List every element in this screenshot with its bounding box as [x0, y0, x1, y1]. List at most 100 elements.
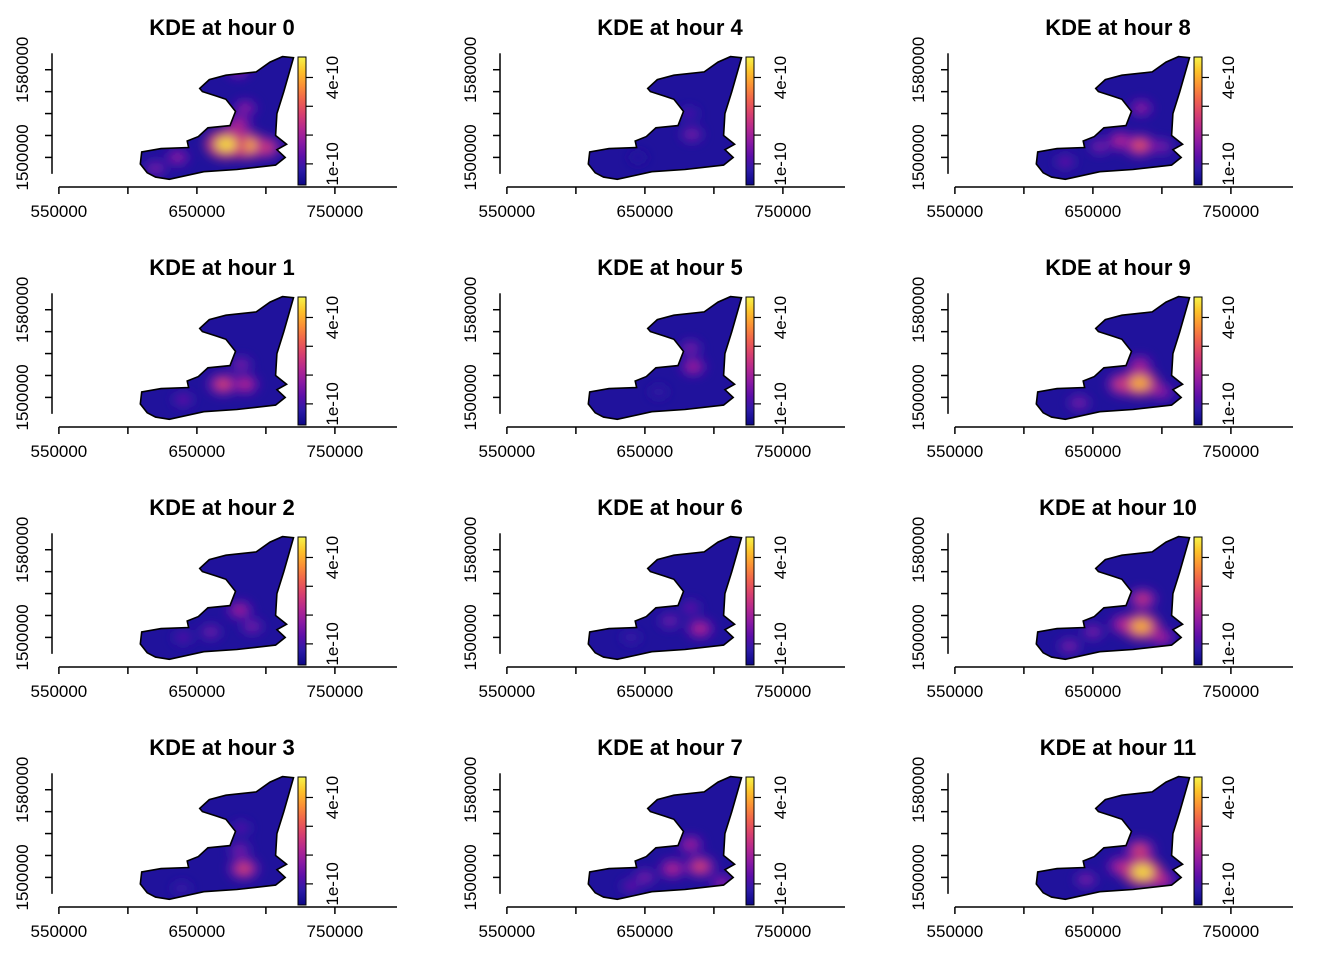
panel-title: KDE at hour 7 — [597, 735, 742, 760]
kde-hotspot — [238, 103, 252, 113]
density-base-tone — [140, 56, 294, 180]
panel-title: KDE at hour 4 — [597, 15, 743, 40]
colorbar-ramp — [297, 56, 307, 186]
panel-title: KDE at hour 11 — [1040, 735, 1196, 760]
density-surface — [140, 776, 294, 900]
colorbar-tick-label: 4e-10 — [771, 776, 790, 819]
kde-hotspot — [692, 623, 708, 634]
region-boundary — [1035, 535, 1191, 661]
density-base-tone — [140, 536, 294, 660]
region-boundary — [139, 295, 295, 421]
colorbar-ramp — [1193, 776, 1203, 906]
x-tick-label: 550000 — [31, 202, 88, 221]
y-tick-label: 1580000 — [461, 37, 480, 103]
x-tick-label: 750000 — [1203, 922, 1260, 941]
x-tick-label: 750000 — [307, 922, 364, 941]
x-tick-label: 650000 — [1065, 442, 1122, 461]
kde-hotspot — [665, 863, 680, 874]
region-boundary — [587, 55, 743, 181]
y-tick-label: 1580000 — [13, 277, 32, 343]
x-axis: 550000 650000 750000 — [31, 906, 397, 941]
colorbar-tick-label: 1e-10 — [323, 862, 342, 905]
y-axis: 1500000 1580000 — [13, 37, 53, 191]
x-tick-label: 650000 — [1065, 682, 1122, 701]
kde-hotspot — [215, 136, 237, 153]
y-axis: 1500000 1580000 — [13, 517, 53, 671]
colorbar-tick-label: 4e-10 — [323, 56, 342, 99]
x-tick-label: 550000 — [927, 202, 984, 221]
x-tick-label: 550000 — [479, 442, 536, 461]
density-base-tone — [588, 536, 742, 660]
colorbar-ramp — [297, 536, 307, 666]
colorbar-tick-label: 1e-10 — [771, 142, 790, 185]
y-tick-label: 1580000 — [461, 517, 480, 583]
kde-hotspot — [1135, 593, 1151, 605]
y-axis: 1500000 1580000 — [909, 37, 949, 191]
panel-title: KDE at hour 0 — [149, 15, 294, 40]
colorbar: 1e-10 4e-10 — [1193, 776, 1238, 906]
panel-title: KDE at hour 9 — [1045, 255, 1190, 280]
kde-hotspot — [1063, 641, 1076, 651]
colorbar-tick-label: 1e-10 — [323, 622, 342, 665]
y-tick-label: 1500000 — [909, 124, 928, 190]
x-tick-label: 650000 — [1065, 922, 1122, 941]
x-axis: 550000 650000 750000 — [927, 426, 1293, 461]
density-base-tone — [1036, 56, 1190, 180]
x-tick-label: 650000 — [617, 682, 674, 701]
colorbar-tick-label: 1e-10 — [1219, 382, 1238, 425]
colorbar-ramp — [1193, 296, 1203, 426]
x-tick-label: 750000 — [307, 442, 364, 461]
colorbar: 1e-10 4e-10 — [745, 776, 790, 906]
x-tick-label: 750000 — [755, 682, 812, 701]
kde-hotspot — [684, 603, 697, 613]
kde-hotspot — [692, 860, 708, 873]
colorbar-tick-label: 1e-10 — [771, 622, 790, 665]
kde-hotspot — [235, 823, 247, 833]
kde-hotspot — [238, 379, 253, 390]
colorbar-tick-label: 4e-10 — [1219, 56, 1238, 99]
x-tick-label: 750000 — [1203, 682, 1260, 701]
x-axis: 550000 650000 750000 — [927, 906, 1293, 941]
colorbar-ramp — [1193, 536, 1203, 666]
kde-hotspot — [633, 153, 643, 162]
kde-hotspot — [1131, 864, 1154, 880]
x-tick-label: 550000 — [479, 682, 536, 701]
kde-hotspot — [1131, 619, 1152, 634]
kde-hotspot — [1073, 398, 1086, 408]
y-tick-label: 1500000 — [461, 124, 480, 190]
x-axis: 550000 650000 750000 — [927, 186, 1293, 221]
kde-hotspot — [638, 872, 652, 882]
y-axis: 1500000 1580000 — [13, 757, 53, 911]
kde-hotspot — [233, 845, 246, 855]
kde-hotspot — [149, 163, 162, 173]
y-tick-label: 1580000 — [909, 277, 928, 343]
colorbar-tick-label: 4e-10 — [771, 56, 790, 99]
kde-hotspot — [232, 605, 247, 616]
kde-hotspot — [1155, 632, 1169, 643]
colorbar: 1e-10 4e-10 — [745, 296, 790, 426]
x-tick-label: 650000 — [1065, 202, 1122, 221]
region-boundary — [587, 295, 743, 421]
panel-title: KDE at hour 10 — [1039, 495, 1197, 520]
region-boundary — [587, 775, 743, 901]
kde-hotspot — [684, 343, 697, 353]
x-tick-label: 750000 — [755, 442, 812, 461]
kde-hotspot — [176, 884, 187, 893]
y-tick-label: 1580000 — [461, 277, 480, 343]
colorbar-tick-label: 4e-10 — [323, 296, 342, 339]
colorbar-tick-label: 4e-10 — [771, 536, 790, 579]
kde-hotspot — [1131, 139, 1149, 152]
kde-hotspot — [1155, 141, 1168, 151]
kde-hotspot-halo — [225, 60, 252, 80]
y-tick-label: 1580000 — [13, 37, 32, 103]
kde-hotspot — [1059, 157, 1072, 167]
y-tick-label: 1580000 — [13, 517, 32, 583]
y-tick-label: 1580000 — [13, 757, 32, 823]
colorbar-tick-label: 1e-10 — [323, 382, 342, 425]
panel-title: KDE at hour 1 — [149, 255, 294, 280]
